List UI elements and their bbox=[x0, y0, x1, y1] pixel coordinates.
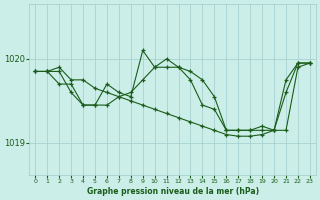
X-axis label: Graphe pression niveau de la mer (hPa): Graphe pression niveau de la mer (hPa) bbox=[86, 187, 259, 196]
